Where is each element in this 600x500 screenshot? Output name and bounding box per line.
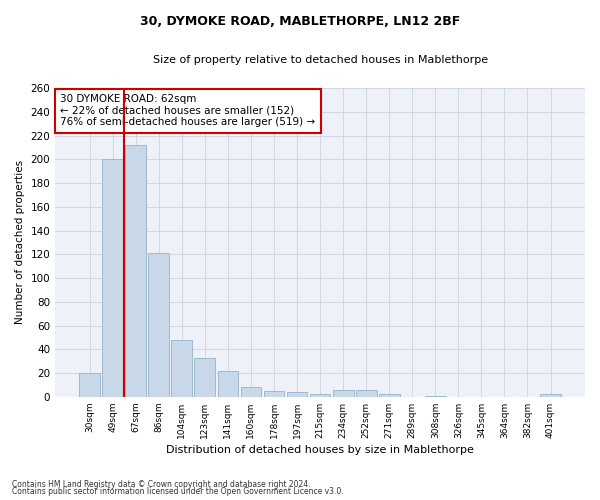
Bar bbox=[79, 373, 100, 397]
Bar bbox=[172, 340, 192, 397]
Bar bbox=[379, 394, 400, 397]
Bar bbox=[148, 253, 169, 397]
Bar bbox=[218, 370, 238, 397]
Bar bbox=[310, 394, 331, 397]
Y-axis label: Number of detached properties: Number of detached properties bbox=[15, 160, 25, 324]
Bar bbox=[356, 390, 377, 397]
Text: Contains HM Land Registry data © Crown copyright and database right 2024.: Contains HM Land Registry data © Crown c… bbox=[12, 480, 311, 489]
Title: Size of property relative to detached houses in Mablethorpe: Size of property relative to detached ho… bbox=[152, 55, 488, 65]
Bar bbox=[333, 390, 353, 397]
Bar bbox=[287, 392, 307, 397]
Text: Contains public sector information licensed under the Open Government Licence v3: Contains public sector information licen… bbox=[12, 487, 344, 496]
Bar bbox=[194, 358, 215, 397]
Bar bbox=[102, 160, 123, 397]
Bar bbox=[263, 391, 284, 397]
Text: 30 DYMOKE ROAD: 62sqm
← 22% of detached houses are smaller (152)
76% of semi-det: 30 DYMOKE ROAD: 62sqm ← 22% of detached … bbox=[61, 94, 316, 128]
X-axis label: Distribution of detached houses by size in Mablethorpe: Distribution of detached houses by size … bbox=[166, 445, 474, 455]
Bar bbox=[425, 396, 446, 397]
Bar bbox=[241, 388, 262, 397]
Bar bbox=[540, 394, 561, 397]
Bar bbox=[125, 145, 146, 397]
Text: 30, DYMOKE ROAD, MABLETHORPE, LN12 2BF: 30, DYMOKE ROAD, MABLETHORPE, LN12 2BF bbox=[140, 15, 460, 28]
